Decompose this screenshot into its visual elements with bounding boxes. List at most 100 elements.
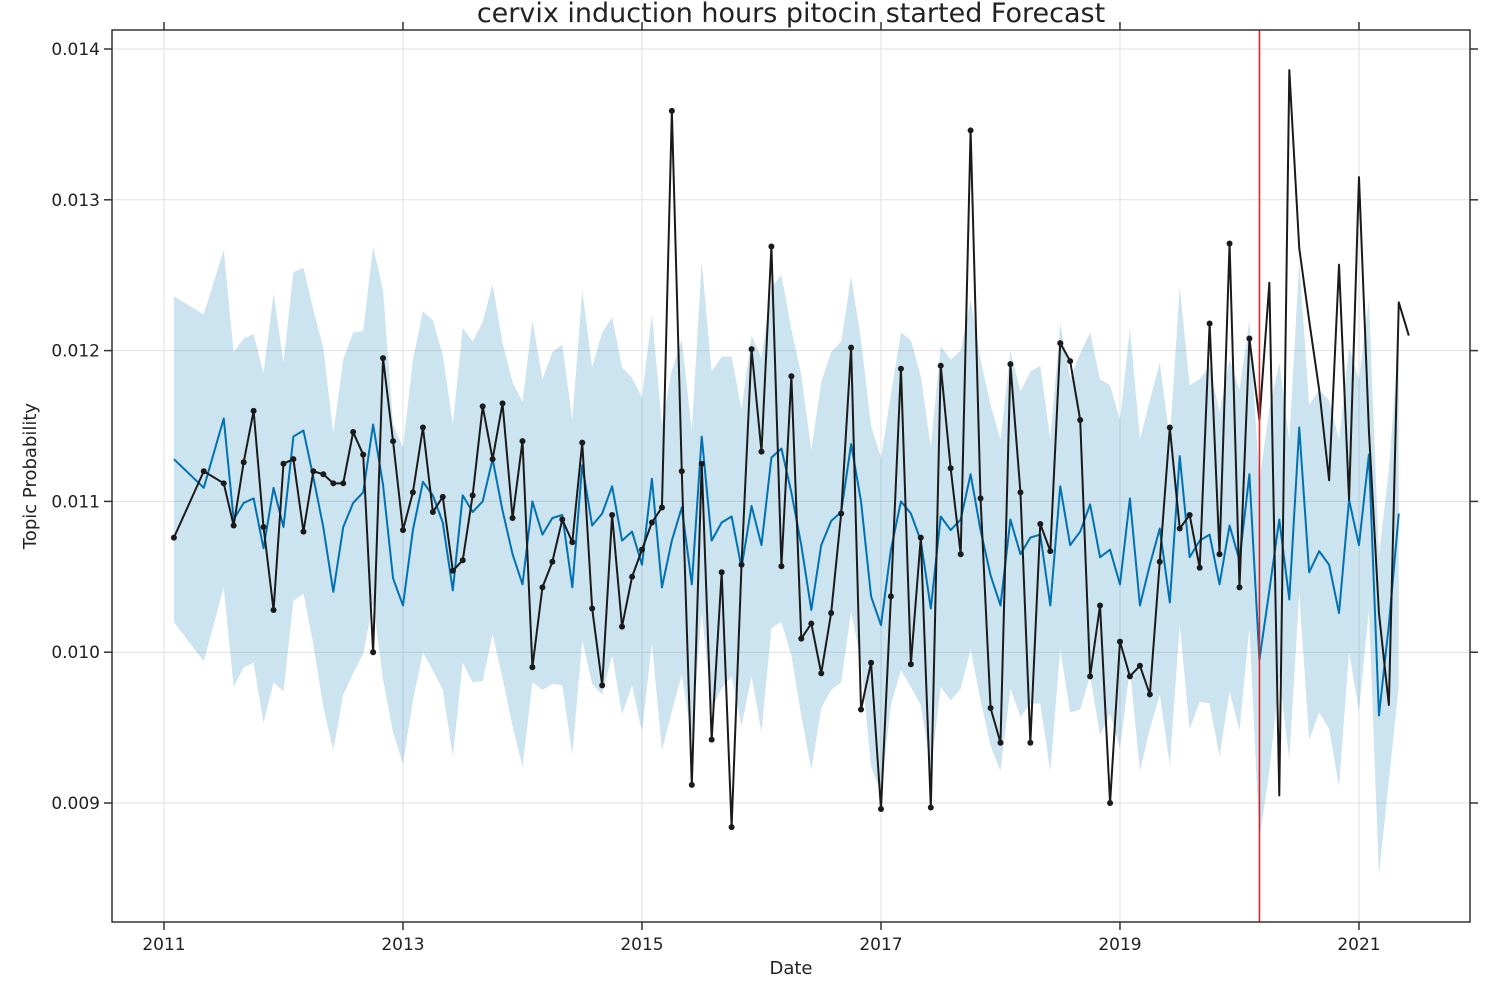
y-tick-label: 0.010: [51, 643, 100, 663]
plot-frame: [111, 29, 1471, 923]
plot-area: 2011 2013 2015 2017 2019 2021 0.009 0.010 0.011 0…: [51, 22, 1478, 955]
data-point: [449, 567, 456, 574]
data-point: [1176, 525, 1183, 532]
data-point: [220, 480, 227, 487]
data-point: [668, 107, 675, 114]
data-point: [768, 243, 775, 250]
data-point: [409, 489, 416, 496]
data-point: [1216, 551, 1223, 558]
data-point: [370, 649, 377, 656]
series-line: [173, 417, 1400, 717]
data-point: [1236, 584, 1243, 591]
data-point: [987, 705, 994, 712]
data-point: [300, 528, 307, 535]
data-point: [350, 429, 357, 436]
data-point: [320, 471, 327, 478]
data-point: [380, 355, 387, 362]
data-point: [1126, 673, 1133, 680]
data-point: [1037, 521, 1044, 528]
data-point: [270, 606, 277, 613]
data-point: [559, 516, 566, 523]
data-point: [728, 824, 735, 831]
data-point: [937, 362, 944, 369]
data-point: [609, 511, 616, 518]
series-line: [1248, 69, 1410, 797]
y-tick-label: 0.013: [51, 191, 100, 211]
x-tick-label: 2015: [620, 935, 663, 955]
data-point: [489, 456, 496, 463]
data-point: [499, 400, 506, 407]
x-tick-label: 2017: [859, 935, 902, 955]
data-point: [330, 480, 337, 487]
data-point: [629, 573, 636, 580]
data-point: [419, 424, 426, 431]
data-point: [897, 365, 904, 372]
data-point: [808, 620, 815, 627]
data-point: [549, 558, 556, 565]
data-point: [718, 569, 725, 576]
data-point: [1007, 361, 1014, 368]
data-point: [1097, 602, 1104, 609]
data-point: [828, 610, 835, 617]
data-point: [858, 706, 865, 713]
series-line: [172, 109, 1251, 829]
data-point: [390, 438, 397, 445]
data-point: [479, 403, 486, 410]
data-point: [1206, 320, 1213, 327]
data-point: [1027, 739, 1034, 746]
data-point: [1226, 240, 1233, 247]
data-point: [290, 456, 297, 463]
data-point: [1146, 691, 1153, 698]
data-point: [758, 448, 765, 455]
data-point: [977, 495, 984, 502]
data-point: [1107, 800, 1114, 807]
data-point: [868, 659, 875, 666]
data-point: [429, 508, 436, 515]
data-point: [439, 493, 446, 500]
data-point: [907, 661, 914, 668]
data-point: [838, 510, 845, 517]
data-point: [638, 546, 645, 553]
data-point: [748, 346, 755, 353]
data-point: [459, 557, 466, 564]
x-tick-label: 2013: [381, 935, 424, 955]
data-point: [310, 468, 317, 475]
data-point: [240, 459, 247, 466]
data-point: [788, 373, 795, 380]
data-point: [599, 682, 606, 689]
data-point: [798, 635, 805, 642]
data-point: [1196, 564, 1203, 571]
y-tick-label: 0.014: [51, 40, 100, 60]
y-tick-label: 0.009: [51, 794, 100, 814]
data-point: [399, 527, 406, 534]
data-point: [539, 584, 546, 591]
data-point: [519, 438, 526, 445]
data-point: [997, 739, 1004, 746]
data-point: [698, 460, 705, 467]
x-axis-label: Date: [769, 958, 812, 979]
data-point: [1156, 558, 1163, 565]
y-axis-label: Topic Probability: [20, 403, 41, 550]
x-tick-label: 2019: [1098, 935, 1141, 955]
data-point: [957, 551, 964, 558]
chart-title: cervix induction hours pitocin started F…: [477, 0, 1105, 29]
data-point: [1057, 340, 1064, 347]
data-point: [529, 664, 536, 671]
x-tick-label: 2021: [1337, 935, 1380, 955]
data-point: [280, 460, 287, 467]
data-point: [778, 563, 785, 570]
data-point: [230, 522, 237, 529]
data-point: [340, 480, 347, 487]
data-point: [648, 519, 655, 526]
data-point: [1087, 673, 1094, 680]
data-point: [509, 514, 516, 521]
data-point: [250, 407, 257, 414]
data-point: [569, 539, 576, 546]
data-point: [708, 736, 715, 743]
data-point: [579, 439, 586, 446]
data-point: [818, 670, 825, 677]
data-point: [658, 504, 665, 511]
data-point: [887, 593, 894, 600]
data-point: [947, 465, 954, 472]
